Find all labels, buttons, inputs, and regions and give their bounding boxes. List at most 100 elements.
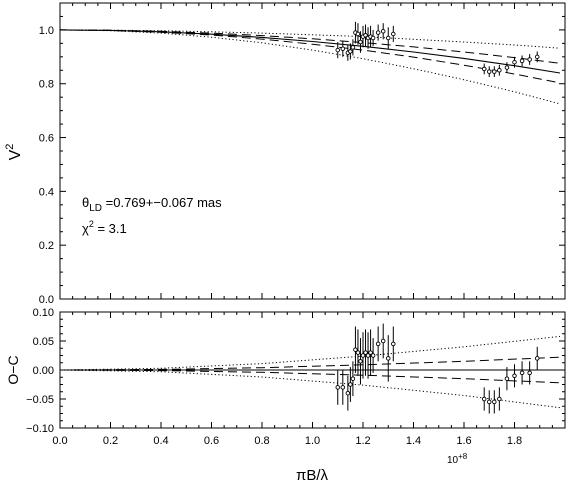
- model-curve-solid: [59, 29, 561, 74]
- data-marker: [363, 33, 368, 38]
- data-marker: [358, 359, 363, 364]
- chi-squared-annotation: χ2 = 3.1: [82, 219, 127, 236]
- data-point: [519, 361, 525, 385]
- data-point: [386, 27, 391, 49]
- x-tick-label: 0.8: [254, 435, 269, 447]
- data-marker: [527, 370, 532, 376]
- data-point: [504, 62, 510, 73]
- residuals-data-points: [335, 323, 540, 414]
- residuals-model-curves: [59, 335, 561, 409]
- data-marker: [534, 356, 540, 361]
- data-point: [481, 63, 487, 75]
- data-marker: [340, 46, 346, 51]
- theta-symbol: θ: [82, 195, 89, 210]
- y-tick-label: 0.4: [39, 186, 54, 198]
- x-tick-label: 0.6: [204, 435, 219, 447]
- data-marker: [360, 353, 366, 358]
- model-curve-dotted-upper: [59, 335, 561, 371]
- data-point: [375, 326, 381, 362]
- x-tick-label: 0.0: [52, 435, 67, 447]
- data-point: [360, 25, 366, 48]
- model-curve-dotted-lower: [59, 369, 561, 409]
- data-marker: [481, 66, 487, 72]
- data-marker: [355, 31, 361, 37]
- y-tick-label: 0.05: [33, 336, 54, 348]
- y-label-base: V: [7, 149, 24, 160]
- data-point: [358, 338, 363, 385]
- x-tick-label: 0.4: [153, 435, 168, 447]
- data-marker: [386, 35, 391, 41]
- data-point: [350, 39, 356, 56]
- model-curve-dotted-lower: [59, 29, 561, 105]
- visibility-plot-frame: [59, 2, 566, 300]
- data-point: [335, 42, 341, 59]
- multiplier-base: 10: [447, 455, 459, 466]
- data-marker: [375, 30, 381, 35]
- model-curve-dotted-upper: [59, 29, 561, 49]
- data-point: [335, 370, 341, 405]
- data-marker: [534, 54, 540, 60]
- chi-superscript: 2: [89, 219, 94, 229]
- y-tick-label: 0.6: [39, 133, 54, 145]
- x-tick-label: 1.8: [507, 435, 522, 447]
- data-point: [481, 387, 487, 411]
- data-marker: [350, 45, 356, 50]
- data-point: [348, 367, 353, 402]
- y-tick-label: −0.05: [26, 394, 54, 406]
- data-marker: [519, 58, 525, 64]
- data-point: [497, 387, 502, 411]
- data-marker: [380, 338, 386, 344]
- visibility-y-ticks: 0.0 0.2 0.4 0.6 0.8 1.0: [39, 2, 565, 306]
- data-point: [375, 24, 381, 41]
- data-point: [519, 55, 525, 67]
- data-marker: [358, 39, 363, 45]
- data-point: [527, 361, 532, 385]
- x-axis-multiplier: 10+8: [447, 452, 468, 466]
- residuals-panel: 0.10 0.05 0.00 −0.05 −0.10 0.0 0.2 0.4 0.6 0.8 1.…: [5, 307, 566, 484]
- data-marker: [492, 69, 497, 74]
- data-point: [534, 346, 540, 370]
- data-point: [487, 66, 492, 77]
- data-point: [348, 43, 353, 60]
- data-point: [492, 66, 497, 77]
- y-tick-label: 0.10: [33, 307, 54, 319]
- chi-symbol: χ: [82, 221, 89, 236]
- data-marker: [386, 356, 391, 361]
- data-point: [360, 332, 366, 379]
- residuals-y-axis-label: O−C: [5, 355, 21, 384]
- data-marker: [391, 341, 396, 347]
- data-point: [353, 326, 358, 373]
- y-tick-label: 0.00: [33, 365, 54, 377]
- data-marker: [512, 59, 517, 65]
- model-curve-dashed-upper: [59, 356, 561, 371]
- data-point: [370, 29, 376, 47]
- data-marker: [353, 347, 358, 352]
- visibility-data-points: [335, 21, 540, 77]
- data-marker: [340, 385, 346, 390]
- data-marker: [497, 68, 502, 73]
- data-marker: [370, 353, 376, 358]
- data-marker: [504, 65, 510, 70]
- data-marker: [375, 341, 381, 347]
- y-tick-label: 1.0: [39, 25, 54, 37]
- data-point: [363, 24, 368, 47]
- data-marker: [345, 390, 351, 396]
- data-point: [512, 364, 517, 388]
- data-point: [355, 23, 361, 45]
- visibility-panel: 0.00.20.40.60.81.0 V2 θLD =0.769+−0.067 …: [4, 2, 566, 306]
- data-point: [534, 51, 540, 63]
- data-point: [527, 54, 532, 65]
- data-point: [504, 367, 510, 391]
- data-point: [340, 40, 346, 57]
- data-marker: [370, 35, 376, 41]
- visibility-y-axis-label: V2: [4, 144, 24, 161]
- y-tick-label: −0.10: [26, 423, 54, 435]
- theta-ld-annotation: θLD =0.769+−0.067 mas: [82, 195, 222, 214]
- data-marker: [481, 396, 487, 402]
- data-marker: [492, 399, 497, 405]
- data-point: [358, 31, 363, 53]
- data-marker: [380, 29, 386, 34]
- visibility-model-curves: [59, 29, 561, 105]
- multiplier-exponent: +8: [458, 452, 468, 461]
